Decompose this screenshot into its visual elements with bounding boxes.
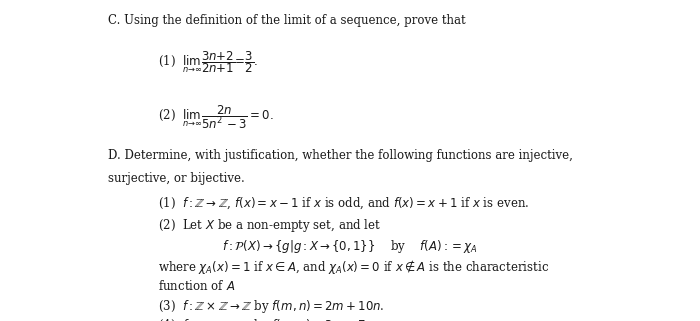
Text: $f: \mathcal{P}(X) \to \{g|g: X \to \{0,1\}\}\quad$ by $\quad f(A) := \chi_A$: $f: \mathcal{P}(X) \to \{g|g: X \to \{0,… xyxy=(222,238,478,255)
Text: (1)  $f: \mathbb{Z} \to \mathbb{Z}$, $f(x) = x - 1$ if $x$ is odd, and $f(x) = x: (1) $f: \mathbb{Z} \to \mathbb{Z}$, $f(x… xyxy=(158,196,528,211)
Text: (3)  $f: \mathbb{Z} \times \mathbb{Z} \to \mathbb{Z}$ by $f(m, n) = 2m + 10n$.: (3) $f: \mathbb{Z} \times \mathbb{Z} \to… xyxy=(158,298,384,315)
Text: D. Determine, with justification, whether the following functions are injective,: D. Determine, with justification, whethe… xyxy=(108,149,573,162)
Text: (1)  $\lim_{n\to\infty} \dfrac{3n+2}{2n+1} = \dfrac{3}{2}.$: (1) $\lim_{n\to\infty} \dfrac{3n+2}{2n+1… xyxy=(158,50,258,75)
Text: where $\chi_A(x) = 1$ if $x \in A$, and $\chi_A(x) = 0$ if $x \notin A$ is the c: where $\chi_A(x) = 1$ if $x \in A$, and … xyxy=(158,258,549,276)
Text: (2)  Let $X$ be a non-empty set, and let: (2) Let $X$ be a non-empty set, and let xyxy=(158,217,381,234)
Text: (4)  $f: \mathbb{Z} \times \mathbb{Z} \to \mathbb{Z}$ by $f(m, n) = 3m + 7n$.: (4) $f: \mathbb{Z} \times \mathbb{Z} \to… xyxy=(158,317,377,321)
Text: function of $A$: function of $A$ xyxy=(158,279,234,293)
Text: surjective, or bijective.: surjective, or bijective. xyxy=(108,172,245,185)
Text: (2)  $\lim_{n\to\infty} \dfrac{2n}{5n^2-3} = 0.$: (2) $\lim_{n\to\infty} \dfrac{2n}{5n^2-3… xyxy=(158,103,273,131)
Text: C. Using the definition of the limit of a sequence, prove that: C. Using the definition of the limit of … xyxy=(108,14,466,27)
